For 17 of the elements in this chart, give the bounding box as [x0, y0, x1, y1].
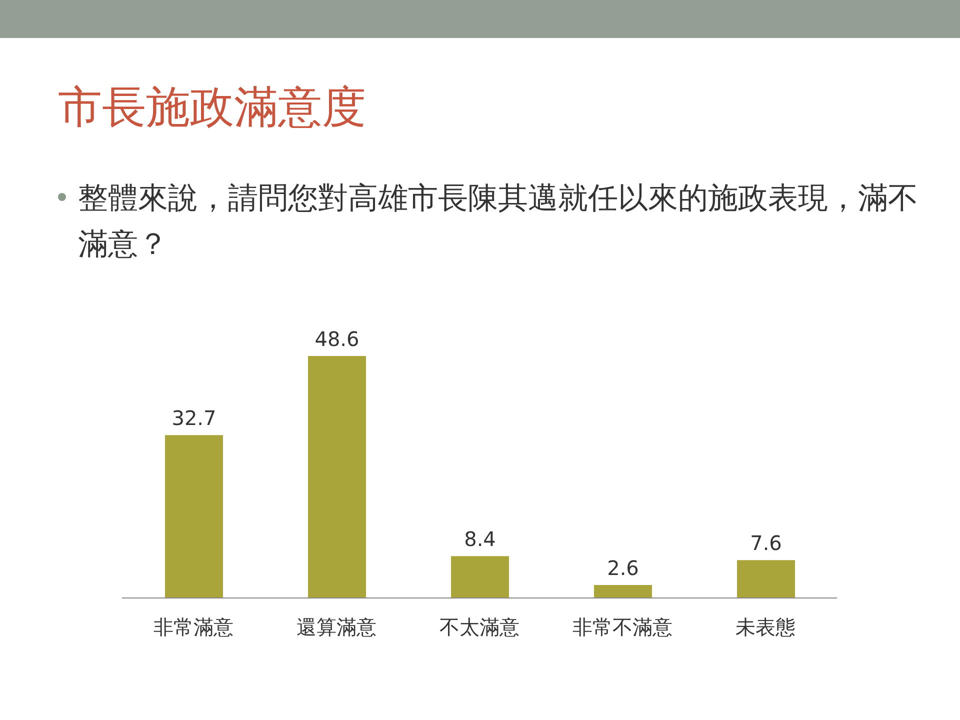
data-label: 2.6: [607, 556, 639, 580]
data-label: 8.4: [464, 527, 496, 552]
bar: [451, 556, 509, 598]
bar: [594, 585, 652, 598]
x-tick-label: 還算滿意: [296, 615, 376, 640]
x-tick-label: 非常不滿意: [572, 615, 672, 640]
x-tick-label: 不太滿意: [440, 615, 520, 640]
data-label: 48.6: [314, 327, 360, 351]
x-tick-label: 未表態: [736, 615, 796, 640]
data-label: 32.7: [172, 406, 216, 430]
chart-subtitle: 整體來說，請問您對高雄市長陳其邁就任以來的施政表現，滿不滿意？: [78, 180, 918, 264]
bar: [737, 560, 795, 598]
data-label: 7.6: [750, 531, 782, 556]
bar: [165, 435, 223, 598]
x-tick-label: 非常滿意: [154, 615, 234, 640]
chart-title: 市長施政滿意度: [58, 81, 366, 135]
bar: [308, 356, 366, 598]
